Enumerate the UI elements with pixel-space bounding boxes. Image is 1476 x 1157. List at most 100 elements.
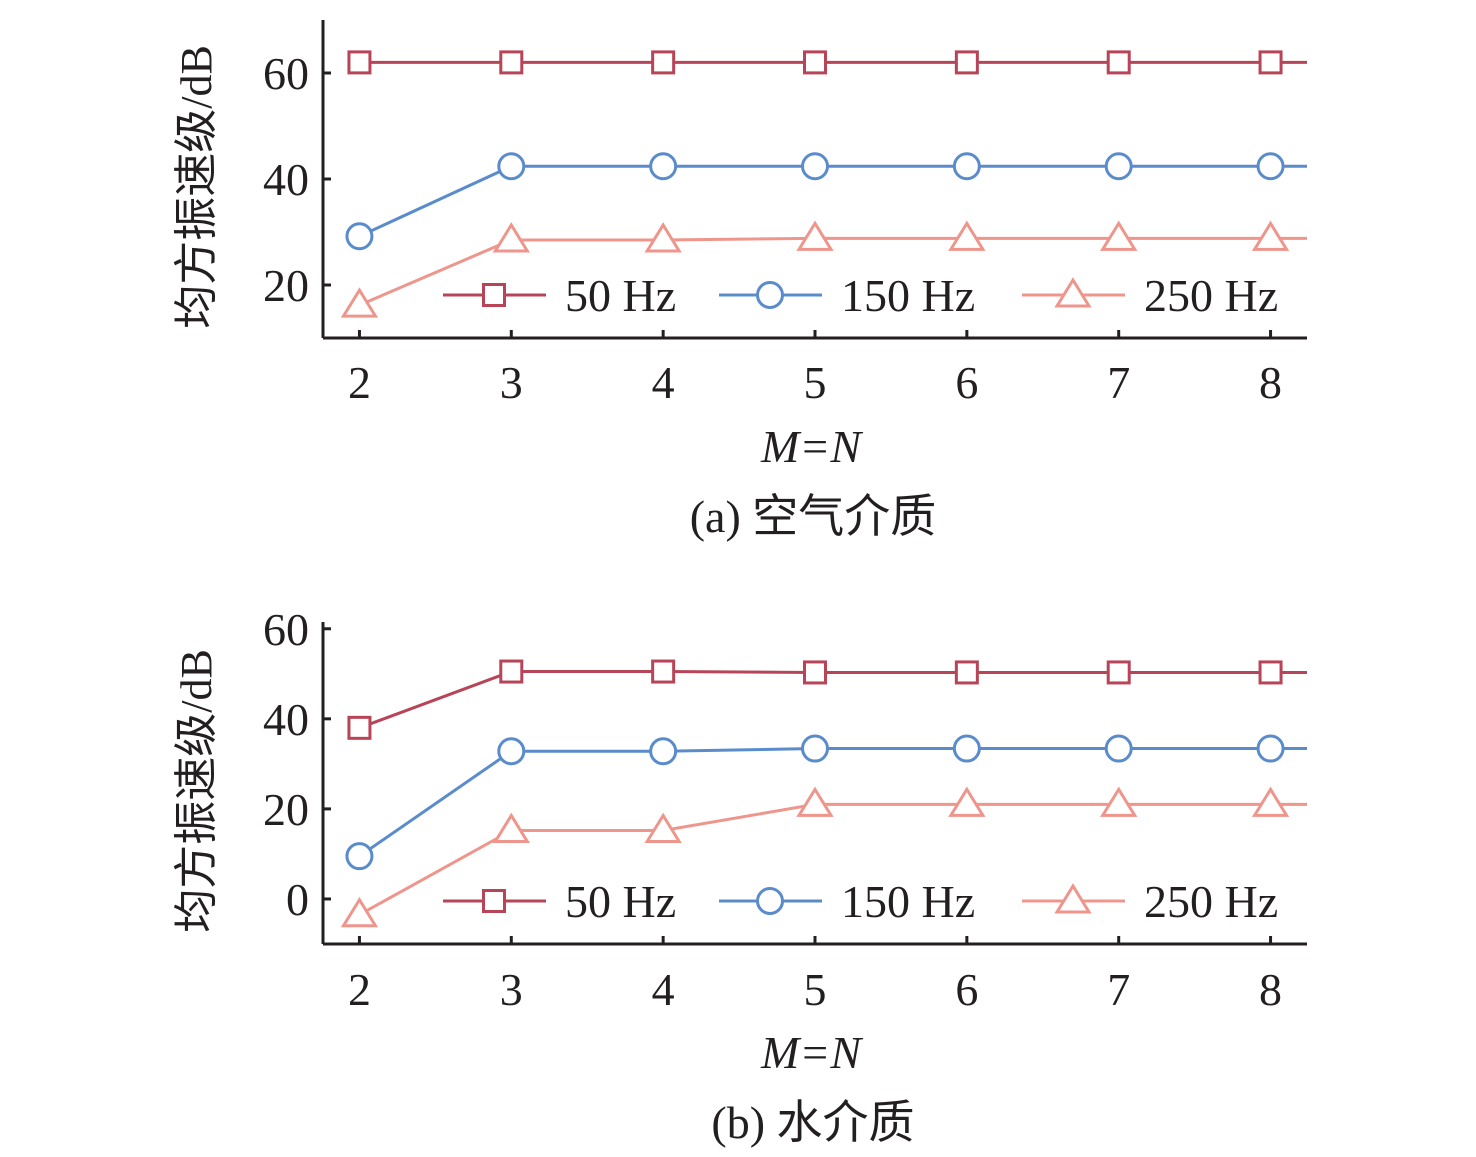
legend-label: 150 Hz <box>841 876 975 927</box>
data-point <box>1256 734 1285 763</box>
data-point <box>1258 660 1283 685</box>
data-point <box>801 152 829 181</box>
y-tick-label: 0 <box>286 874 309 925</box>
data-point <box>803 660 827 685</box>
legend-square-icon <box>482 889 506 913</box>
y-tick-label: 60 <box>263 604 309 655</box>
y-tick-label: 20 <box>263 784 309 835</box>
x-tick-label: 2 <box>348 357 371 408</box>
data-point <box>948 786 986 817</box>
data-point <box>347 50 372 75</box>
legend-triangle-icon <box>1054 277 1092 308</box>
series-50hz <box>347 659 1307 740</box>
x-tick-label: 5 <box>804 357 827 408</box>
data-point <box>492 222 530 253</box>
data-point <box>952 734 981 763</box>
chart-b: 0 20 40 60 2 3 4 5 6 7 8 M=N 均方振速级/dB (b) 水介质 50 Hz 150… <box>172 604 1307 1148</box>
series-250hz <box>340 220 1307 318</box>
data-point <box>796 786 834 817</box>
legend-item: 50 Hz <box>443 876 676 927</box>
data-point <box>345 842 374 871</box>
data-point <box>948 220 986 251</box>
x-axis-label: M=N <box>760 1027 863 1078</box>
x-tick-label: 6 <box>955 964 978 1015</box>
data-point <box>1256 152 1285 181</box>
series-150hz <box>345 734 1307 871</box>
chart-a: 20 40 60 2 3 4 5 6 7 8 M=N 均方振速级/dB (a) 空气介质 50 Hz 150… <box>172 20 1307 542</box>
series-250hz <box>340 786 1307 928</box>
data-point <box>497 737 526 766</box>
series-line <box>358 164 1307 238</box>
legend-item: 250 Hz <box>1022 876 1278 927</box>
legend-label: 150 Hz <box>841 270 975 321</box>
y-tick-label: 40 <box>263 694 309 745</box>
series-line <box>358 236 1307 307</box>
data-point <box>954 50 979 75</box>
data-point <box>954 660 979 685</box>
data-point <box>1106 50 1131 75</box>
data-point <box>1106 660 1131 685</box>
y-tick-label: 40 <box>263 154 309 205</box>
legend-triangle-icon <box>1054 883 1092 914</box>
x-tick-label: 3 <box>500 357 523 408</box>
legend-label: 50 Hz <box>565 270 676 321</box>
legend-item: 50 Hz <box>443 270 676 321</box>
legend: 50 Hz 150 Hz 250 Hz <box>443 270 1278 321</box>
series-150hz <box>345 152 1307 251</box>
data-point <box>644 222 682 253</box>
data-point <box>1104 152 1133 181</box>
legend-label: 250 Hz <box>1144 876 1278 927</box>
x-axis-label: M=N <box>760 421 863 472</box>
data-point <box>340 896 379 928</box>
x-tick-label: 3 <box>500 964 523 1015</box>
data-point <box>492 812 530 844</box>
x-tick-label: 2 <box>348 964 371 1015</box>
y-axis-label: 均方振速级/dB <box>172 649 221 933</box>
data-point <box>952 152 981 181</box>
legend-label: 250 Hz <box>1144 270 1278 321</box>
legend-label: 50 Hz <box>565 876 676 927</box>
legend-item: 150 Hz <box>719 876 975 927</box>
x-tick-label: 4 <box>652 357 675 408</box>
data-point <box>1258 50 1283 75</box>
data-point <box>497 152 526 181</box>
data-point <box>499 659 524 684</box>
series-line <box>358 802 1307 917</box>
x-tick-label: 8 <box>1259 964 1282 1015</box>
data-point <box>649 737 678 766</box>
data-point <box>651 659 676 684</box>
data-point <box>649 152 678 181</box>
data-point <box>347 715 372 740</box>
chart-caption: (a) 空气介质 <box>690 491 937 542</box>
series-line <box>358 747 1307 858</box>
data-point <box>796 220 834 251</box>
data-point <box>651 50 676 75</box>
data-point <box>499 50 524 75</box>
x-tick-label: 4 <box>652 964 675 1015</box>
legend: 50 Hz 150 Hz 250 Hz <box>443 876 1278 927</box>
data-point <box>1100 220 1138 251</box>
data-point <box>1100 786 1138 817</box>
x-tick-label: 8 <box>1259 357 1282 408</box>
data-point <box>801 734 829 763</box>
legend-item: 250 Hz <box>1022 270 1278 321</box>
data-point <box>1104 734 1133 763</box>
legend-square-icon <box>482 283 506 307</box>
chart-caption: (b) 水介质 <box>711 1097 914 1148</box>
x-tick-label: 6 <box>955 357 978 408</box>
y-tick-label: 20 <box>263 260 309 311</box>
data-point <box>340 287 379 318</box>
data-point <box>803 50 827 75</box>
legend-circle-icon <box>756 281 784 309</box>
data-point <box>644 812 682 844</box>
series-50hz <box>347 50 1307 75</box>
legend-item: 150 Hz <box>719 270 975 321</box>
x-tick-label: 5 <box>804 964 827 1015</box>
series-line <box>358 670 1307 730</box>
x-tick-label: 7 <box>1107 357 1130 408</box>
y-axis-label: 均方振速级/dB <box>172 45 221 329</box>
legend-circle-icon <box>756 887 784 915</box>
x-tick-label: 7 <box>1107 964 1130 1015</box>
data-point <box>1251 786 1290 817</box>
